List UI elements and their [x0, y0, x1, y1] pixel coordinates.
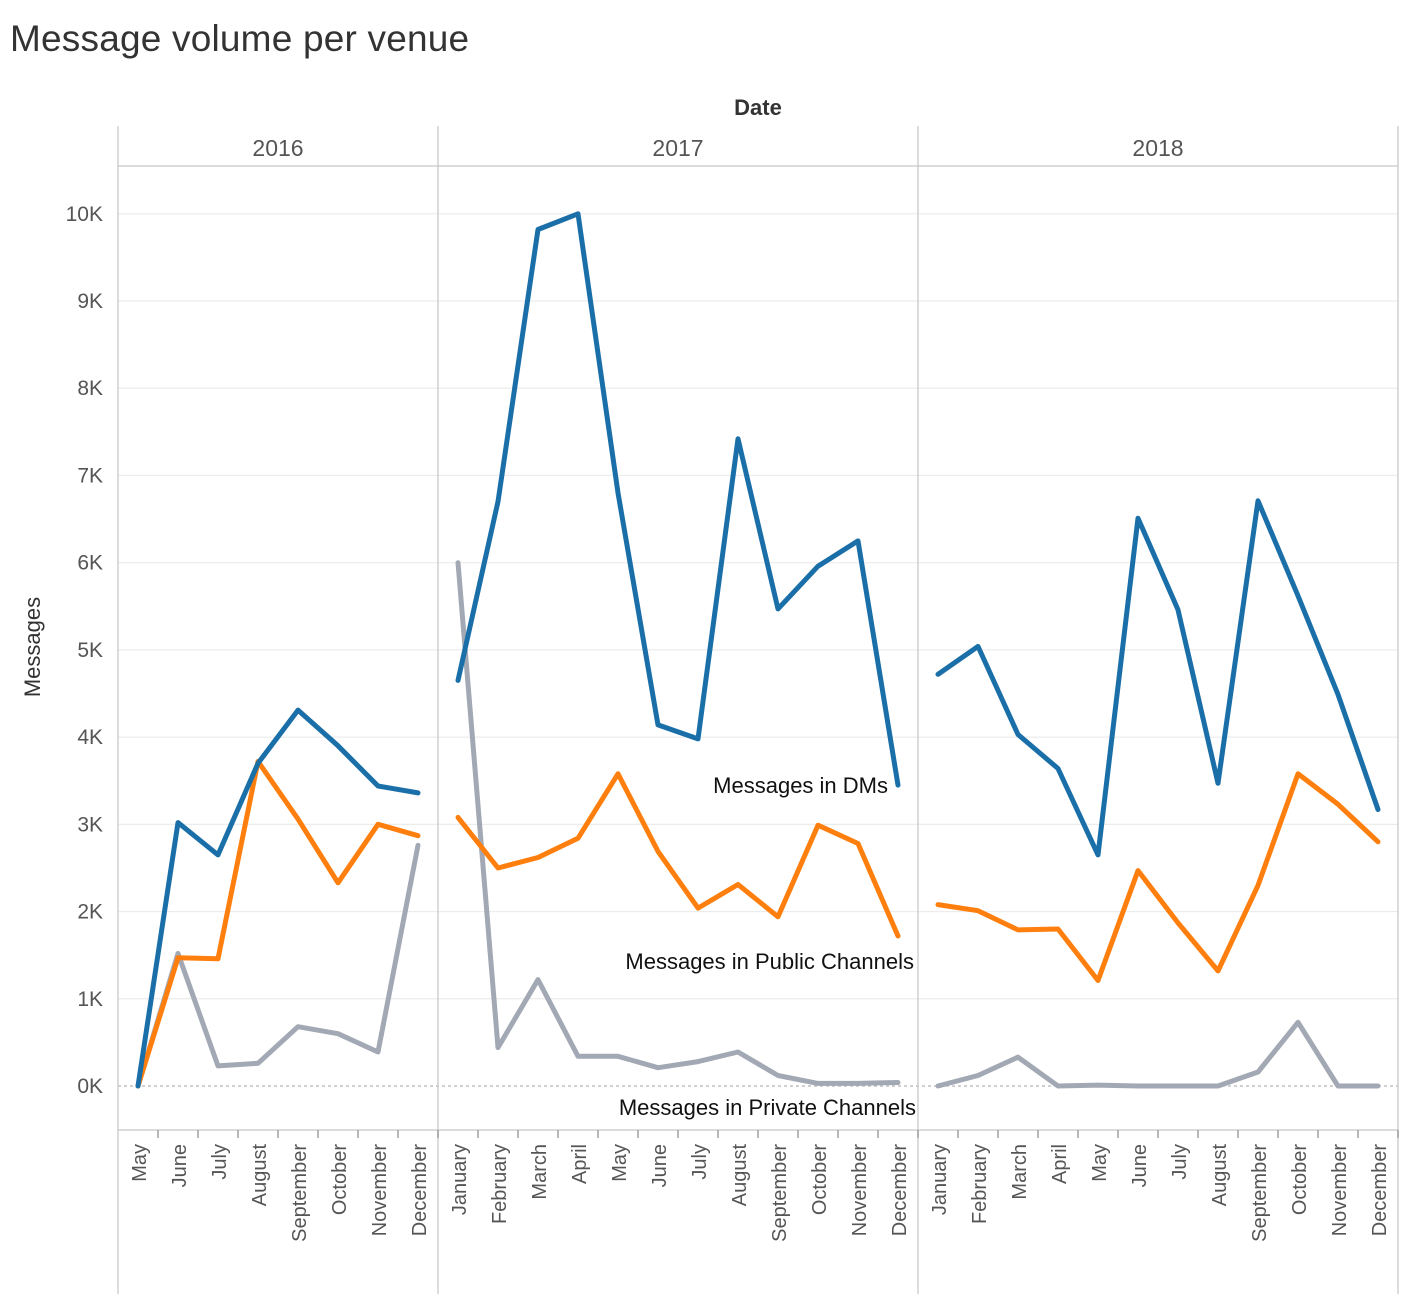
- x-tick-label: June: [169, 1144, 191, 1187]
- x-tick-label: July: [209, 1144, 231, 1180]
- y-tick-label: 4K: [77, 726, 103, 749]
- series-line-messages-in-public-channels-2018: [935, 771, 1381, 983]
- x-tick-label: September: [1249, 1144, 1271, 1242]
- x-tick-label: August: [249, 1144, 271, 1207]
- x-tick-label: May: [609, 1144, 631, 1182]
- series-line-messages-in-public-channels-2017: [455, 771, 901, 939]
- y-axis-title: Messages: [20, 597, 45, 697]
- x-tick-label: February: [969, 1144, 991, 1224]
- x-tick-label: July: [689, 1144, 711, 1180]
- series-lines: [135, 211, 1381, 1089]
- x-tick-label: October: [1289, 1144, 1311, 1215]
- y-tick-label: 8K: [77, 377, 103, 400]
- x-tick-label: September: [289, 1144, 311, 1242]
- x-tick-label: January: [449, 1144, 471, 1215]
- y-tick-label: 7K: [77, 464, 103, 487]
- x-tick-label: March: [1009, 1144, 1031, 1200]
- series-line-messages-in-private-channels-2016: [135, 842, 421, 1089]
- y-tick-label: 3K: [77, 813, 103, 836]
- x-tick-label: September: [769, 1144, 791, 1242]
- gridlines: [118, 213, 1398, 1087]
- x-tick-label: October: [329, 1144, 351, 1215]
- year-panel-labels: 2016 2017 2018: [252, 135, 1183, 161]
- x-tick-label: May: [1089, 1144, 1111, 1182]
- series-label-messages-in-public-channels: Messages in Public Channels: [625, 949, 914, 974]
- y-tick-label: 1K: [77, 988, 103, 1011]
- x-tick-label: October: [809, 1144, 831, 1215]
- year-label-2017: 2017: [652, 135, 703, 161]
- series-line-messages-in-dms-2016: [135, 707, 421, 1089]
- y-tick-label: 10K: [66, 203, 103, 226]
- series-line-messages-in-private-channels-2018: [935, 1019, 1381, 1089]
- y-tick-label: 0K: [77, 1075, 103, 1098]
- x-tick-label: April: [1049, 1144, 1071, 1184]
- series-line-messages-in-public-channels-2016: [135, 759, 421, 1089]
- y-tick-label: 5K: [77, 639, 103, 662]
- series-labels: Messages in DMs Messages in Public Channe…: [619, 773, 916, 1120]
- series-line-messages-in-dms-2018: [935, 498, 1381, 858]
- x-tick-label: November: [849, 1144, 871, 1237]
- y-tick-label: 9K: [77, 290, 103, 313]
- x-tick-label: August: [1209, 1144, 1231, 1207]
- year-label-2018: 2018: [1132, 135, 1183, 161]
- x-tick-label: March: [529, 1144, 551, 1200]
- chart-title: Message volume per venue: [10, 18, 470, 59]
- x-tick-label: May: [129, 1144, 151, 1182]
- x-tick-label: August: [729, 1144, 751, 1207]
- x-tick-label: November: [369, 1144, 391, 1237]
- x-tick-label: January: [929, 1144, 951, 1215]
- x-tick-label: December: [409, 1144, 431, 1237]
- x-axis-ticks: May June July August September October Novembe…: [129, 1130, 1399, 1242]
- x-tick-label: April: [569, 1144, 591, 1184]
- y-axis-ticks: 0K 1K 2K 3K 4K 5K 6K 7K 8K 9K 10K: [66, 203, 103, 1098]
- series-label-messages-in-private-channels: Messages in Private Channels: [619, 1095, 916, 1120]
- x-tick-label: November: [1329, 1144, 1351, 1237]
- x-tick-label: June: [649, 1144, 671, 1187]
- x-tick-label: February: [489, 1144, 511, 1224]
- panel-frame: [117, 126, 1399, 1294]
- x-axis-title: Date: [734, 95, 782, 120]
- y-tick-label: 6K: [77, 552, 103, 575]
- x-tick-label: December: [889, 1144, 911, 1237]
- series-line-messages-in-private-channels-2017: [455, 560, 901, 1086]
- year-label-2016: 2016: [252, 135, 303, 161]
- y-tick-label: 2K: [77, 901, 103, 924]
- x-tick-label: December: [1369, 1144, 1391, 1237]
- x-tick-label: June: [1129, 1144, 1151, 1187]
- series-line-messages-in-dms-2017: [455, 211, 901, 788]
- series-label-messages-in-dms: Messages in DMs: [713, 773, 888, 798]
- x-tick-label: July: [1169, 1144, 1191, 1180]
